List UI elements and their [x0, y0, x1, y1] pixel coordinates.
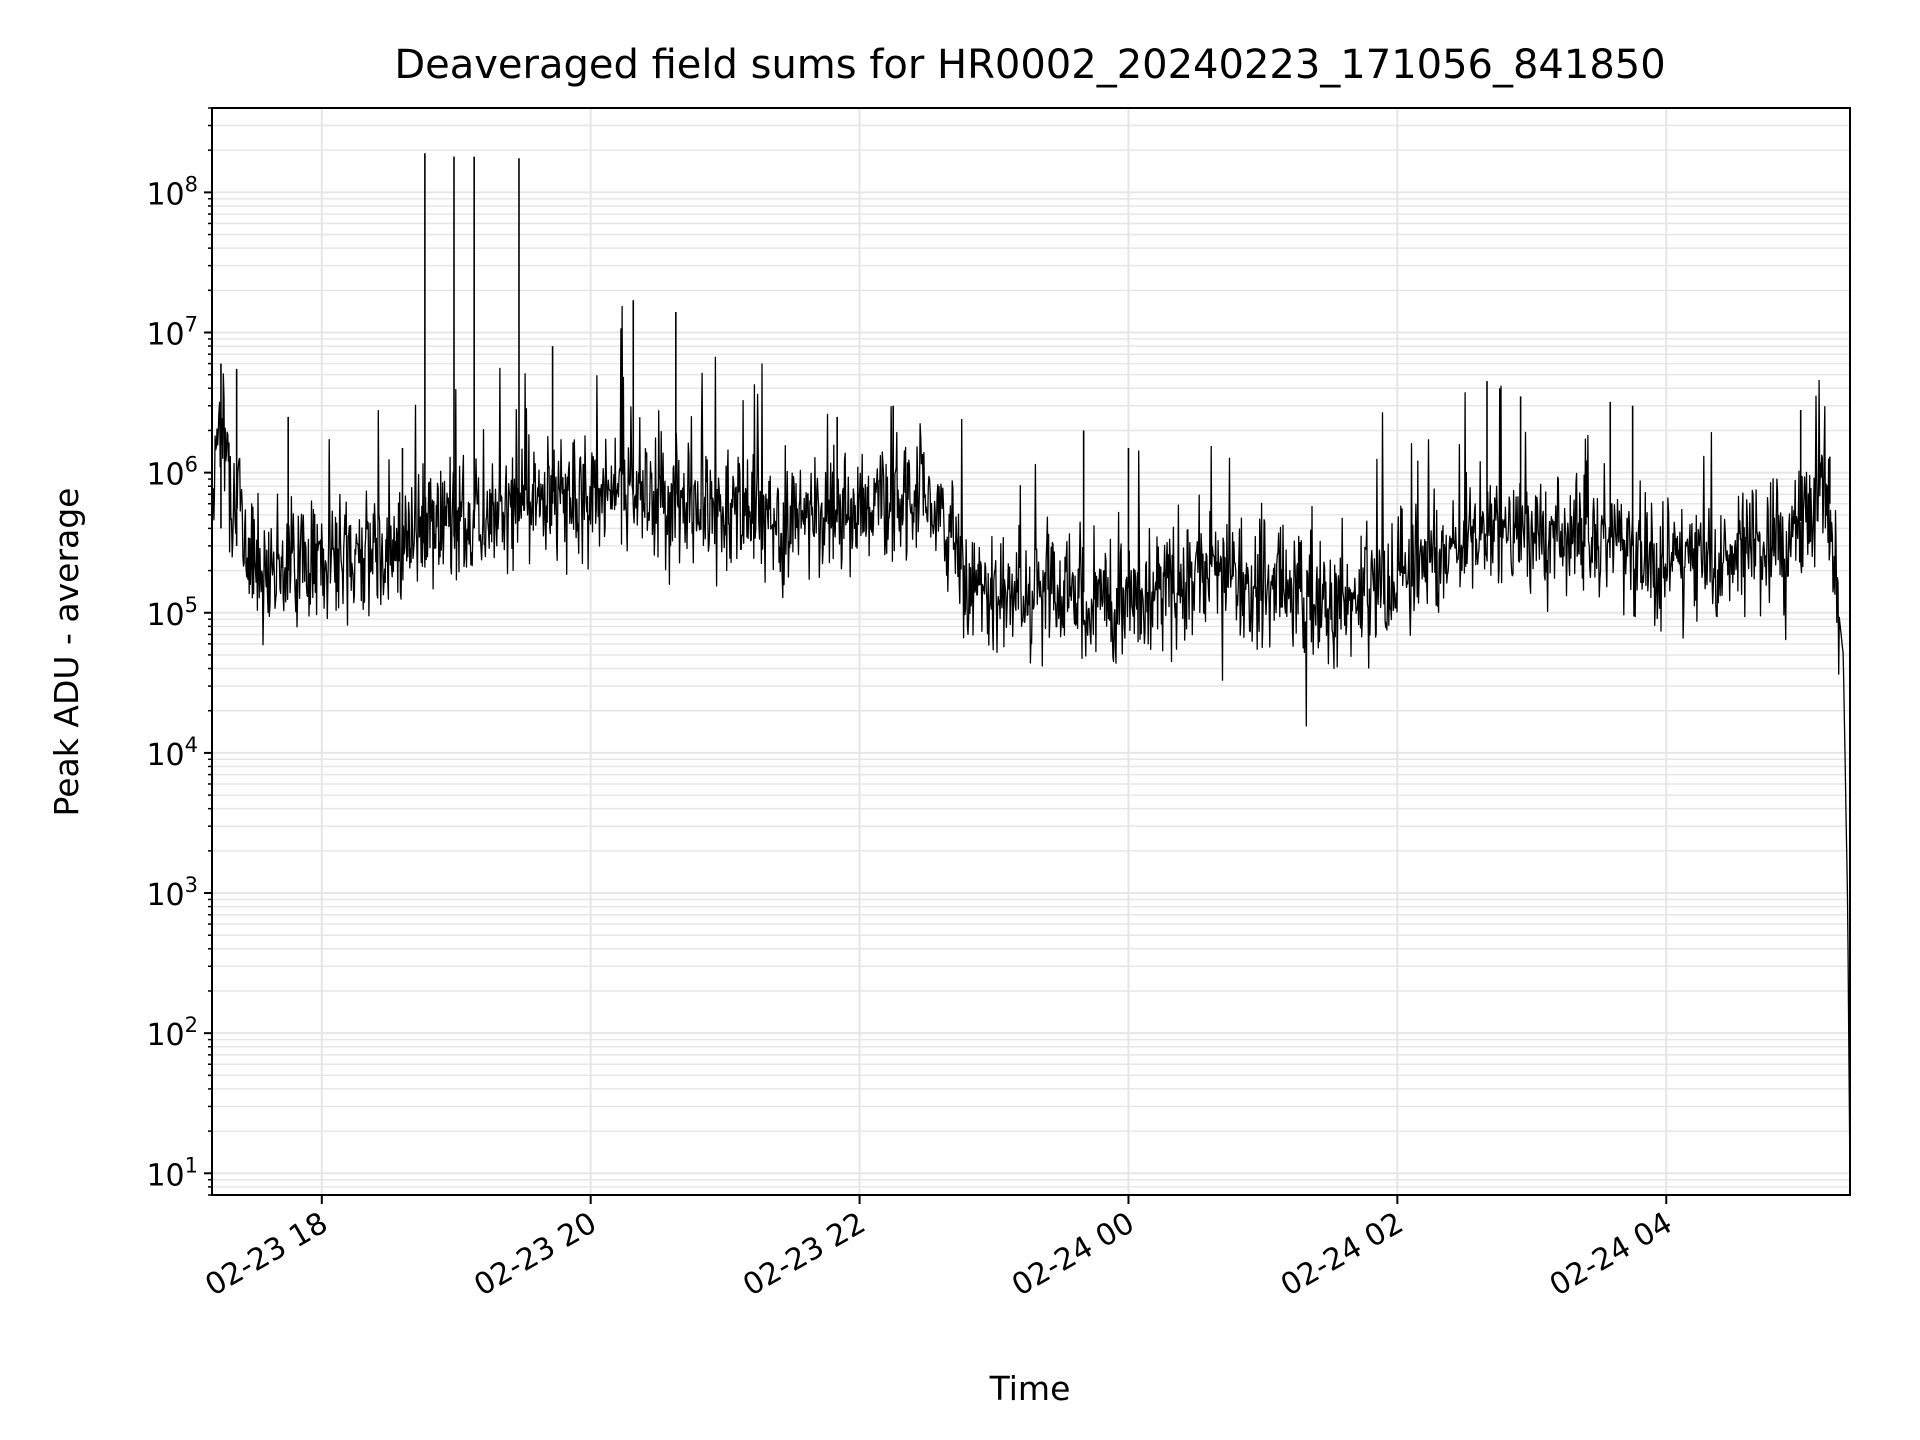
plot-frame — [211, 107, 1851, 1196]
x-axis-label: Time — [989, 1369, 1071, 1408]
y-tick-label: 107 — [146, 313, 198, 353]
y-tick-label: 106 — [146, 453, 198, 493]
chart-title: Deaveraged field sums for HR0002_2024022… — [394, 42, 1665, 88]
data-layer — [211, 153, 1851, 1187]
y-tick-label: 103 — [146, 873, 198, 913]
y-tick-label: 108 — [146, 172, 198, 212]
y-tick-label: 101 — [146, 1153, 198, 1193]
y-tick-label: 105 — [146, 593, 198, 633]
y-axis: 101 102 103 104 105 106 107 108 — [146, 107, 212, 1196]
grid — [212, 107, 1850, 1196]
y-tick-label: 104 — [146, 733, 198, 773]
y-axis-label: Peak ADU - average — [47, 488, 86, 817]
series-line — [211, 305, 1851, 1187]
y-tick-label: 102 — [146, 1013, 198, 1053]
